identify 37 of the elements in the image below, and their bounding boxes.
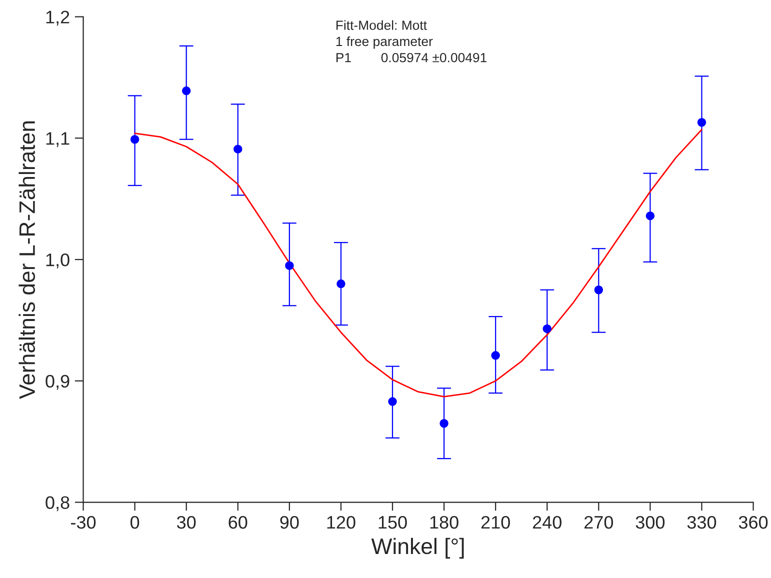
point [285,261,294,270]
y-axis-title: Verhältnis der L-R-Zählraten [18,121,36,399]
point [491,351,500,360]
line-series [134,128,702,398]
annotation: 1 free parameter [336,36,433,49]
point [234,144,242,154]
point [388,397,397,406]
x-tick-label: 90 [280,516,299,529]
x-tick-label: 120 [327,516,356,529]
point [697,118,706,127]
point [646,211,655,220]
point [542,324,552,334]
x-tick-label: 30 [176,516,196,529]
x-tick-label: 360 [738,516,768,529]
x-tick-label: -30 [71,516,96,529]
point [594,285,604,294]
x-tick-label: 210 [481,516,510,529]
y-tick-label: 1,0 [46,253,70,268]
x-tick-label: 300 [636,516,665,529]
point [336,279,346,288]
point [182,86,191,96]
y-tick-label: 0,8 [46,496,70,512]
x-tick-label: 150 [378,516,407,529]
x-tick-label: 0 [130,516,140,529]
point [130,134,140,144]
annotation: Fitt-Model: Mott [336,20,427,30]
annotation: P1 0.05974 ±0.00491 [336,52,487,62]
x-tick-label: 330 [687,516,716,529]
x-tick-label: 180 [430,516,458,529]
y-tick-label: 1,1 [46,132,70,147]
y-tick-label: 1,2 [46,10,70,26]
y-tick-label: 0,9 [46,374,70,390]
point [440,419,448,428]
x-tick-label: 60 [228,516,248,529]
x-axis-title: Winkel [°] [371,538,464,559]
x-tick-label: 240 [532,516,562,529]
x-tick-label: 270 [584,516,614,529]
